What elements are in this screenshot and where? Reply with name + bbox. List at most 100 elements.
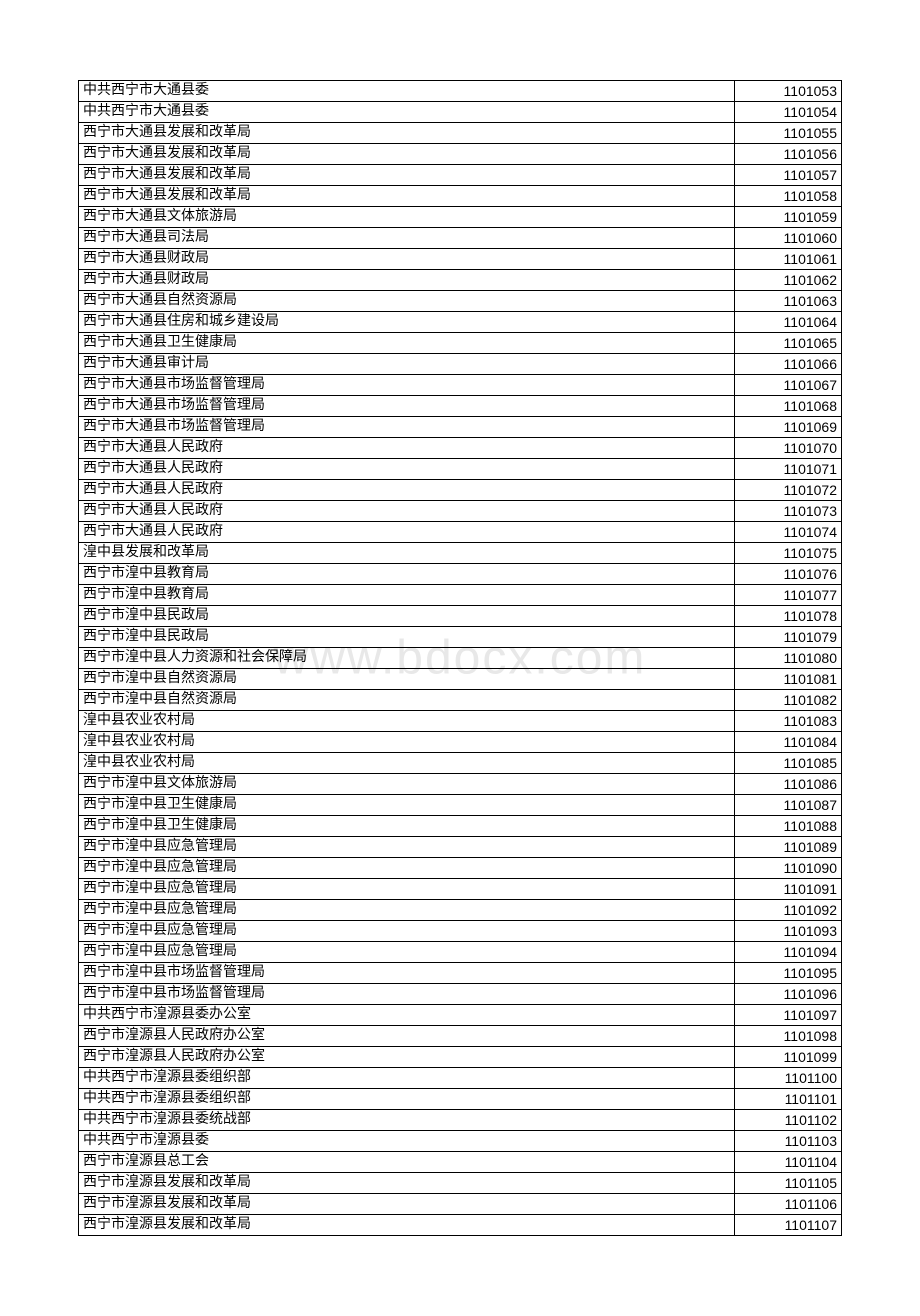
org-name-cell: 西宁市湟源县人民政府办公室 [79,1047,735,1068]
org-name-cell: 西宁市大通县自然资源局 [79,291,735,312]
org-name-cell: 西宁市湟源县人民政府办公室 [79,1026,735,1047]
table-row: 西宁市湟源县人民政府办公室1101099 [79,1047,842,1068]
table-row: 中共西宁市湟源县委办公室1101097 [79,1005,842,1026]
org-code-cell: 1101085 [735,753,842,774]
data-table: 中共西宁市大通县委1101053中共西宁市大通县委1101054西宁市大通县发展… [78,80,842,1236]
table-row: 中共西宁市湟源县委1101103 [79,1131,842,1152]
org-code-cell: 1101082 [735,690,842,711]
org-name-cell: 湟中县农业农村局 [79,753,735,774]
table-row: 西宁市湟源县发展和改革局1101106 [79,1194,842,1215]
org-code-cell: 1101080 [735,648,842,669]
table-row: 西宁市湟中县应急管理局1101093 [79,921,842,942]
table-row: 西宁市大通县自然资源局1101063 [79,291,842,312]
table-row: 西宁市湟源县发展和改革局1101105 [79,1173,842,1194]
org-name-cell: 西宁市大通县财政局 [79,270,735,291]
org-name-cell: 西宁市湟中县市场监督管理局 [79,963,735,984]
org-code-cell: 1101078 [735,606,842,627]
org-code-cell: 1101101 [735,1089,842,1110]
table-row: 西宁市大通县发展和改革局1101058 [79,186,842,207]
org-code-cell: 1101089 [735,837,842,858]
org-code-cell: 1101056 [735,144,842,165]
org-name-cell: 中共西宁市湟源县委组织部 [79,1068,735,1089]
org-code-cell: 1101057 [735,165,842,186]
org-code-cell: 1101097 [735,1005,842,1026]
org-code-cell: 1101070 [735,438,842,459]
org-name-cell: 西宁市大通县市场监督管理局 [79,417,735,438]
org-code-cell: 1101099 [735,1047,842,1068]
table-row: 西宁市湟中县教育局1101076 [79,564,842,585]
org-name-cell: 西宁市大通县人民政府 [79,480,735,501]
org-name-cell: 西宁市大通县发展和改革局 [79,186,735,207]
org-name-cell: 西宁市湟源县发展和改革局 [79,1215,735,1236]
table-row: 西宁市湟中县应急管理局1101091 [79,879,842,900]
org-code-cell: 1101096 [735,984,842,1005]
table-row: 西宁市大通县人民政府1101074 [79,522,842,543]
org-name-cell: 西宁市湟中县自然资源局 [79,690,735,711]
table-row: 中共西宁市湟源县委组织部1101101 [79,1089,842,1110]
table-row: 西宁市大通县司法局1101060 [79,228,842,249]
table-row: 湟中县发展和改革局1101075 [79,543,842,564]
org-name-cell: 中共西宁市湟源县委办公室 [79,1005,735,1026]
org-code-cell: 1101103 [735,1131,842,1152]
org-name-cell: 中共西宁市湟源县委 [79,1131,735,1152]
org-name-cell: 西宁市大通县卫生健康局 [79,333,735,354]
org-code-cell: 1101061 [735,249,842,270]
table-row: 西宁市湟中县民政局1101079 [79,627,842,648]
org-name-cell: 西宁市大通县发展和改革局 [79,165,735,186]
org-name-cell: 中共西宁市大通县委 [79,102,735,123]
org-code-cell: 1101077 [735,585,842,606]
org-code-cell: 1101068 [735,396,842,417]
org-name-cell: 西宁市大通县人民政府 [79,501,735,522]
table-row: 西宁市湟中县应急管理局1101092 [79,900,842,921]
org-name-cell: 西宁市大通县发展和改革局 [79,123,735,144]
table-row: 西宁市大通县市场监督管理局1101067 [79,375,842,396]
org-name-cell: 湟中县农业农村局 [79,711,735,732]
table-row: 西宁市大通县人民政府1101071 [79,459,842,480]
org-code-cell: 1101063 [735,291,842,312]
org-code-cell: 1101106 [735,1194,842,1215]
org-name-cell: 中共西宁市湟源县委组织部 [79,1089,735,1110]
table-row: 中共西宁市大通县委1101053 [79,81,842,102]
org-code-cell: 1101084 [735,732,842,753]
org-name-cell: 西宁市湟中县应急管理局 [79,837,735,858]
org-code-cell: 1101087 [735,795,842,816]
org-code-cell: 1101086 [735,774,842,795]
table-row: 西宁市大通县财政局1101062 [79,270,842,291]
org-code-cell: 1101062 [735,270,842,291]
org-name-cell: 西宁市湟中县自然资源局 [79,669,735,690]
table-body: 中共西宁市大通县委1101053中共西宁市大通县委1101054西宁市大通县发展… [79,81,842,1236]
org-name-cell: 中共西宁市湟源县委统战部 [79,1110,735,1131]
org-code-cell: 1101067 [735,375,842,396]
org-name-cell: 西宁市湟源县发展和改革局 [79,1173,735,1194]
org-code-cell: 1101058 [735,186,842,207]
org-name-cell: 西宁市大通县人民政府 [79,438,735,459]
org-name-cell: 西宁市湟中县市场监督管理局 [79,984,735,1005]
table-row: 西宁市湟中县市场监督管理局1101096 [79,984,842,1005]
org-code-cell: 1101054 [735,102,842,123]
org-code-cell: 1101074 [735,522,842,543]
org-name-cell: 西宁市湟中县民政局 [79,627,735,648]
org-name-cell: 西宁市湟中县人力资源和社会保障局 [79,648,735,669]
table-row: 西宁市湟中县教育局1101077 [79,585,842,606]
org-name-cell: 西宁市大通县财政局 [79,249,735,270]
org-name-cell: 西宁市湟中县应急管理局 [79,921,735,942]
org-code-cell: 1101073 [735,501,842,522]
table-row: 西宁市湟中县应急管理局1101089 [79,837,842,858]
org-name-cell: 中共西宁市大通县委 [79,81,735,102]
org-code-cell: 1101093 [735,921,842,942]
table-row: 西宁市大通县发展和改革局1101057 [79,165,842,186]
org-code-cell: 1101081 [735,669,842,690]
table-row: 西宁市大通县财政局1101061 [79,249,842,270]
table-row: 西宁市湟中县人力资源和社会保障局1101080 [79,648,842,669]
table-row: 西宁市大通县卫生健康局1101065 [79,333,842,354]
table-row: 西宁市湟中县卫生健康局1101087 [79,795,842,816]
table-row: 西宁市湟中县市场监督管理局1101095 [79,963,842,984]
org-name-cell: 西宁市湟中县卫生健康局 [79,795,735,816]
org-code-cell: 1101100 [735,1068,842,1089]
org-code-cell: 1101091 [735,879,842,900]
org-name-cell: 西宁市湟中县应急管理局 [79,900,735,921]
org-name-cell: 西宁市大通县人民政府 [79,459,735,480]
org-code-cell: 1101069 [735,417,842,438]
org-code-cell: 1101060 [735,228,842,249]
org-name-cell: 西宁市湟中县教育局 [79,564,735,585]
